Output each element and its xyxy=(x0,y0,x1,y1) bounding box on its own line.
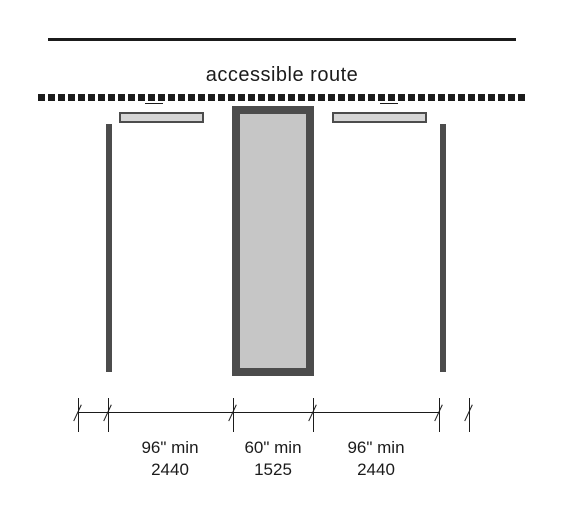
parking-diagram: accessible route96" min244060" min152596… xyxy=(0,0,564,516)
dim-tick xyxy=(313,398,314,432)
accessible-route-dotted xyxy=(38,94,528,102)
dimension-row: 96" min244060" min152596" min2440 xyxy=(0,398,564,498)
access-aisle xyxy=(232,106,314,376)
route-boundary-line xyxy=(48,38,516,41)
dim-tick xyxy=(233,398,234,432)
space-boundary-right xyxy=(440,124,446,372)
dim-tick xyxy=(78,398,79,432)
wheel-stop-mark-left xyxy=(145,103,163,104)
dim-tick xyxy=(469,398,470,432)
dim-label-right_space-in: 96" min xyxy=(326,438,426,458)
dim-tick xyxy=(108,398,109,432)
dim-baseline xyxy=(78,412,439,413)
dim-label-left_space-mm: 2440 xyxy=(120,460,220,480)
dim-label-aisle-in: 60" min xyxy=(223,438,323,458)
accessible-route-label: accessible route xyxy=(0,64,564,87)
wheel-stop-right xyxy=(332,112,427,123)
dim-label-aisle-mm: 1525 xyxy=(223,460,323,480)
wheel-stop-mark-right xyxy=(380,103,398,104)
wheel-stop-left xyxy=(119,112,204,123)
dim-tick xyxy=(439,398,440,432)
dim-label-right_space-mm: 2440 xyxy=(326,460,426,480)
space-boundary-left xyxy=(106,124,112,372)
dim-label-left_space-in: 96" min xyxy=(120,438,220,458)
